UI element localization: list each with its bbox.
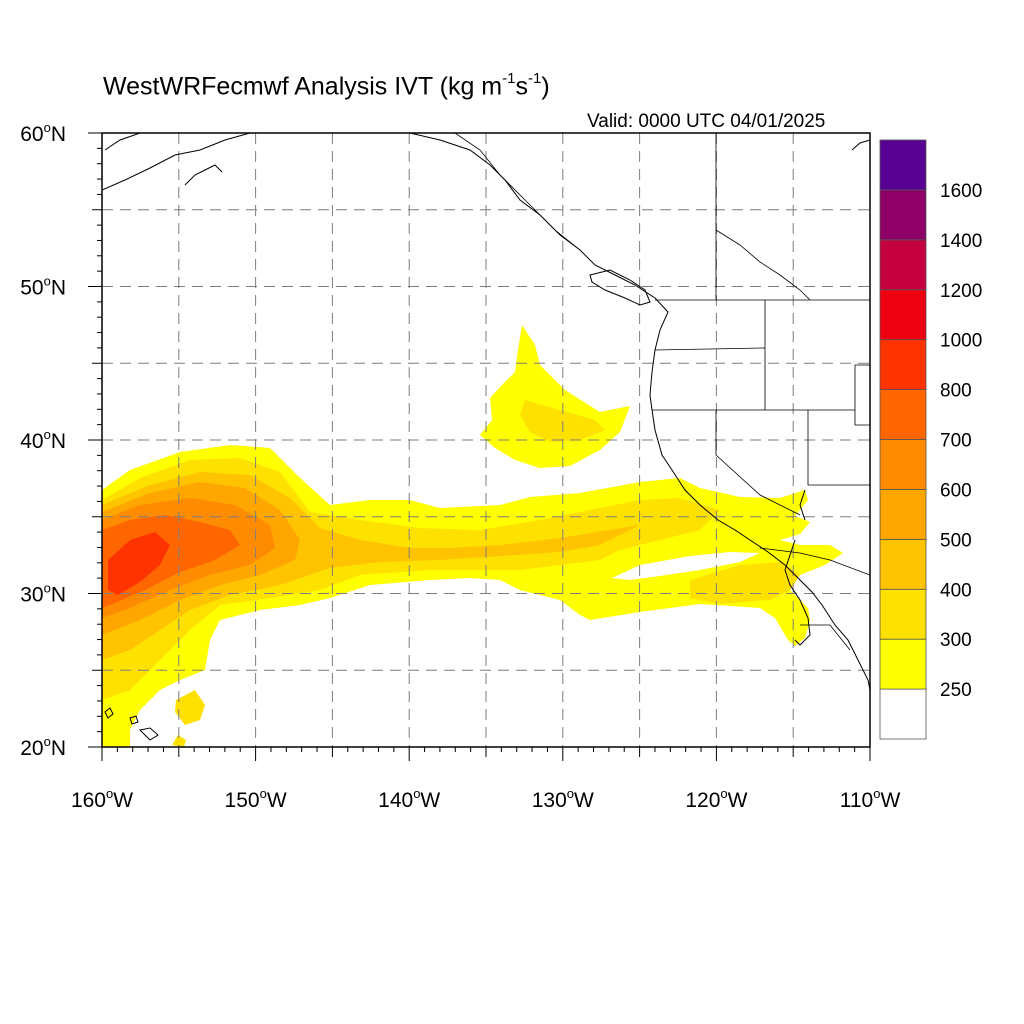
colorbar-swatch [879, 139, 927, 191]
political-borders [454, 133, 870, 651]
hawaii-1 [104, 707, 114, 719]
ivt-field [102, 325, 843, 747]
lon-tick-label: 160oW [71, 786, 133, 812]
graticule [102, 133, 870, 747]
colorbar-label: 800 [940, 381, 972, 402]
alaska-coast-2 [104, 133, 141, 151]
alaska-kenai [184, 164, 223, 186]
lat-tick-label: 50oN [20, 274, 66, 300]
colorbar-label: 1000 [940, 331, 982, 352]
colorbar-swatch [879, 638, 927, 690]
chart-title: WestWRFecmwf Analysis IVT (kg m-1s-1) [103, 70, 550, 101]
colorbar-label: 700 [940, 431, 972, 452]
colorbar-swatch [879, 538, 927, 590]
colorbar-swatch [879, 489, 927, 540]
montana-border [854, 364, 870, 426]
colorbar-label: 600 [940, 480, 972, 501]
lon-tick-label: 120oW [685, 786, 747, 812]
lat-tick-label: 60oN [20, 120, 66, 146]
colorbar-label: 400 [940, 580, 972, 601]
valid-time-label: Valid: 0000 UTC 04/01/2025 [587, 111, 826, 132]
lon-tick-label: 150oW [225, 786, 287, 812]
alaska-canada-border [454, 133, 581, 251]
colorbar-label: 1400 [940, 231, 982, 252]
colorbar-swatch [879, 588, 927, 640]
colorbar-swatch [879, 339, 927, 390]
ivt-north-lobe [480, 325, 630, 468]
ivt-blob-south [175, 690, 205, 725]
lat-tick-label: 30oN [20, 581, 66, 607]
hudson-edge [851, 139, 870, 151]
baja-peninsula [784, 539, 811, 646]
ivt-blob-south-2 [172, 735, 186, 747]
colorbar-swatch [879, 289, 927, 341]
lat-tick-label: 40oN [20, 427, 66, 453]
provincial-curve [715, 229, 811, 301]
hawaii-3 [129, 715, 139, 725]
lat-tick-label: 20oN [20, 734, 66, 760]
colorbar-label: 500 [940, 530, 972, 551]
colorbar-label: 1600 [940, 181, 982, 202]
colorbar: 250 300 400 500 600 700 800 1000 1200 1400 1600 [879, 139, 982, 740]
colorbar-label: 300 [940, 630, 972, 651]
colorbar-swatch [879, 688, 927, 740]
colorbar-label: 1200 [940, 281, 982, 302]
ivt-800-contour [108, 532, 170, 595]
lon-tick-label: 140oW [378, 786, 440, 812]
state-border-nevada [715, 410, 801, 516]
gulf-coast [799, 489, 806, 521]
colorbar-swatch [879, 389, 927, 440]
lon-tick-label: 110oW [840, 786, 901, 812]
colorbar-swatch [879, 239, 927, 291]
dry-slot [612, 552, 760, 580]
colorbar-swatch [879, 439, 927, 490]
state-border-utah [807, 410, 870, 486]
lon-tick-label: 130oW [532, 786, 594, 812]
state-border-wa-or [654, 347, 766, 351]
map-axes: 160oW 150oW 140oW 130oW 120oW 110oW 20oN 30oN 40… [20, 120, 900, 812]
us-mexico-border [759, 547, 870, 576]
hawaii-2 [138, 727, 159, 741]
colorbar-label: 250 [940, 680, 972, 701]
canadian-coast-islands [589, 269, 651, 306]
alaska-coast [102, 133, 251, 191]
mexico-state-border [800, 624, 851, 651]
colorbar-swatch [879, 189, 927, 241]
